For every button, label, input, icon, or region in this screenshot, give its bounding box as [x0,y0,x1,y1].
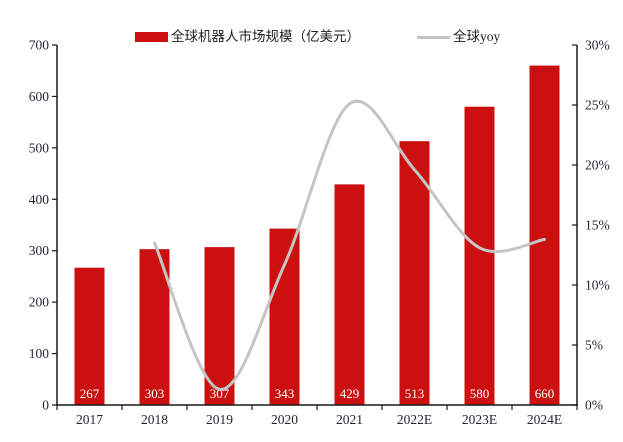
bar-2021 [334,184,365,405]
y-tick-label-right: 20% [585,158,610,173]
x-tick-label-2018: 2018 [141,412,168,427]
x-tick-label-2023E: 2023E [462,412,497,427]
y-tick-label-left: 500 [29,140,50,155]
y-tick-label-left: 700 [29,38,50,53]
y-tick-label-left: 200 [29,295,50,310]
bar-2020 [269,228,300,405]
y-tick-label-left: 300 [29,243,50,258]
bar-label-2020: 343 [275,386,295,401]
x-tick-label-2020: 2020 [271,412,298,427]
y-tick-label-left: 100 [29,346,50,361]
y-tick-label-left: 0 [42,398,49,413]
bar-label-2023E: 580 [470,386,490,401]
y-tick-label-left: 600 [29,89,50,104]
x-tick-label-2017: 2017 [76,412,103,427]
y-tick-label-right: 0% [585,398,603,413]
yoy-line [153,99,546,391]
bar-label-2018: 303 [145,386,165,401]
bar-2017 [74,267,105,405]
bar-label-2017: 267 [80,386,100,401]
y-tick-label-left: 400 [29,192,50,207]
bar-label-2022E: 513 [405,386,425,401]
x-tick-label-2021: 2021 [336,412,363,427]
x-tick-label-2019: 2019 [206,412,233,427]
bar-label-2024E: 660 [535,386,555,401]
y-tick-label-right: 10% [585,278,610,293]
bar-2023E [464,106,495,405]
x-tick-label-2022E: 2022E [397,412,432,427]
bar-2019 [204,247,235,405]
x-tick-label-2024E: 2024E [527,412,562,427]
y-tick-label-right: 15% [585,218,610,233]
y-tick-label-right: 25% [585,98,610,113]
bar-2022E [399,141,430,405]
bar-label-2021: 429 [340,386,360,401]
bar-2024E [529,65,560,406]
y-tick-label-right: 5% [585,338,603,353]
y-tick-label-right: 30% [585,38,610,53]
